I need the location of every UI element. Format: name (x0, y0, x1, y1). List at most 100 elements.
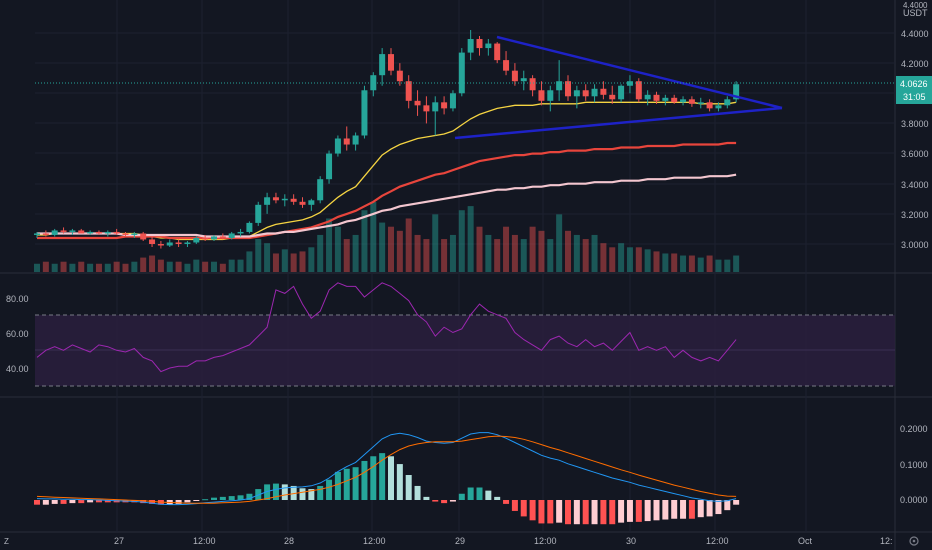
candle (361, 85, 368, 139)
macd-histogram-bar (538, 500, 545, 524)
macd-histogram-bar (370, 456, 377, 500)
macd-histogram-bar (441, 500, 448, 504)
ema_mid-line (37, 141, 737, 240)
volume-bar (51, 263, 58, 272)
candle (476, 36, 483, 56)
candle-body (423, 105, 430, 112)
macd-histogram-bar (573, 500, 580, 525)
time-axis[interactable]: 27 12:00 28 12:00 29 12:00 30 12:00 Oct … (114, 536, 893, 546)
macd-histogram-bar (653, 500, 660, 521)
candle (494, 42, 501, 64)
triangle-pattern[interactable] (454, 35, 783, 140)
candle (370, 72, 377, 97)
candle-body (671, 97, 678, 103)
candle-body (140, 233, 147, 240)
volume-bar (476, 226, 483, 272)
macd-histogram-bar (449, 500, 456, 502)
candle (60, 227, 67, 234)
macd-histogram-bar (246, 493, 253, 500)
macd-histogram-bar (414, 485, 421, 500)
candle (352, 132, 359, 151)
candle (396, 63, 403, 86)
volume-bar (618, 243, 625, 272)
candle (211, 234, 217, 241)
candle-body (582, 90, 589, 97)
macd-histogram-bar (688, 500, 695, 519)
candle (618, 84, 625, 103)
ema_slow-line (37, 173, 737, 238)
volume-bar (237, 259, 244, 272)
candle-body (113, 231, 120, 234)
candle-body (697, 102, 704, 104)
volume-bar (264, 243, 271, 272)
macd-axis: 0.2000 0.1000 0.0000 (900, 424, 928, 505)
candle-body (573, 90, 580, 97)
volume-bar (149, 255, 156, 272)
candle (520, 70, 527, 91)
volume-bar (688, 255, 695, 272)
candle-body (432, 102, 439, 112)
last-price-tag: 4.0626 31:05 (896, 76, 932, 104)
candlesticks (34, 29, 740, 249)
candle (529, 75, 536, 97)
candle (449, 90, 456, 112)
price-axis[interactable]: 4.4000 USDT 4.4000 4.2000 3.8000 3.6000 … (901, 1, 929, 250)
macd-histogram-bar (405, 475, 412, 500)
volume-bar (140, 257, 147, 272)
macd-histogram-bar (272, 483, 279, 500)
gear-icon[interactable] (909, 536, 919, 546)
macd-histogram-bar (211, 497, 217, 500)
rsi-axis-label: 40.00 (6, 364, 29, 374)
macd-histogram-bar (467, 487, 474, 500)
candle (423, 96, 430, 124)
candle (202, 234, 209, 241)
candle (556, 60, 563, 101)
candle-body (644, 94, 651, 100)
volume-bar (485, 234, 492, 272)
candle-body (565, 81, 571, 97)
macd-histogram-bar (618, 500, 625, 523)
volume-bar (396, 230, 403, 272)
candle (432, 96, 439, 136)
signal-line (36, 435, 737, 504)
macd-histogram-bar (184, 500, 191, 503)
macd-histogram-bar (87, 500, 94, 503)
candle-body (34, 233, 40, 235)
volume-bar (573, 234, 580, 272)
volume-bar (175, 261, 182, 272)
macd-axis-label: 0.2000 (900, 424, 928, 434)
time-label: 29 (455, 536, 465, 546)
candle-body (547, 90, 554, 101)
volume-bar (361, 210, 368, 272)
candle (467, 29, 474, 61)
zoom-reset-icon[interactable]: Z (4, 537, 9, 546)
macd-histogram-bar (520, 500, 527, 517)
volume-bar (193, 259, 200, 272)
volume-bar (626, 247, 633, 272)
candle (122, 231, 129, 237)
upper-trendline[interactable] (496, 35, 783, 110)
price-label: 4.4000 (901, 29, 929, 39)
candle (441, 96, 448, 115)
volume-bar (42, 261, 49, 272)
macd-histogram-bar (476, 487, 483, 500)
macd-histogram-bar (733, 500, 740, 505)
macd-histogram-bar (423, 496, 430, 500)
volume-bar (467, 206, 474, 272)
candle-body (184, 242, 191, 244)
volume-bar (414, 234, 421, 272)
macd-histogram-bar (237, 495, 244, 500)
macd-histogram-bar (511, 500, 518, 511)
candle (326, 150, 333, 184)
candle-body (591, 88, 598, 97)
lower-trendline[interactable] (454, 106, 783, 140)
volume-bar (556, 214, 563, 272)
macd-histogram-bar (104, 500, 111, 503)
candle (644, 90, 651, 106)
macd-histogram-bar (193, 500, 200, 501)
volume-bar (131, 261, 138, 272)
candle (308, 198, 315, 211)
macd-axis-label: 0.1000 (900, 460, 928, 470)
